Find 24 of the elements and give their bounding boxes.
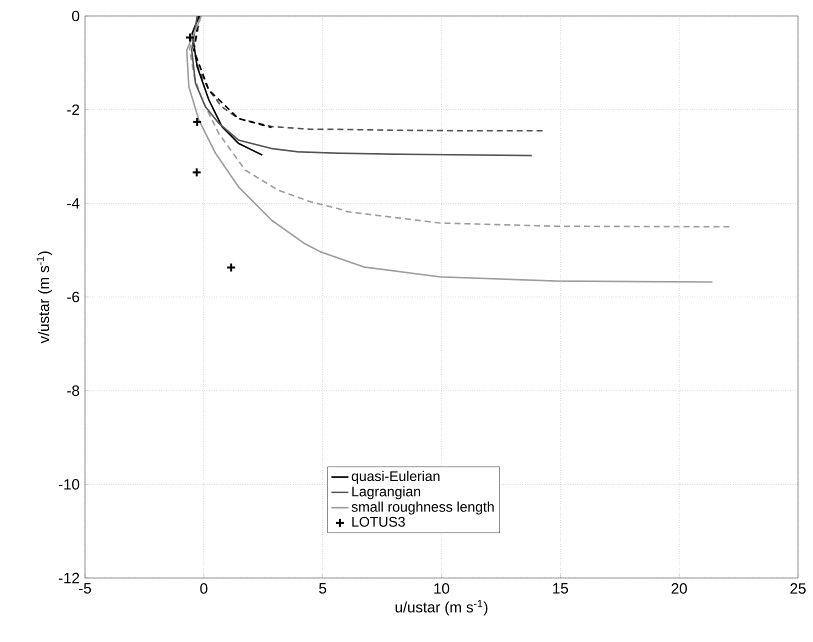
y-tick-label: -8 bbox=[67, 385, 80, 396]
legend-label: Lagrangian bbox=[352, 486, 420, 500]
y-tick-label: -6 bbox=[67, 292, 80, 302]
x-tick-label: 10 bbox=[434, 583, 450, 594]
x-tick-label: 25 bbox=[790, 583, 806, 594]
point bbox=[192, 167, 202, 178]
legend-label: quasi-Eulerian bbox=[352, 470, 440, 484]
x-tick-label: -5 bbox=[79, 583, 92, 594]
y-tick-label: 0 bbox=[72, 10, 80, 22]
y-tick-label: -10 bbox=[58, 479, 80, 490]
y-tick-label: -4 bbox=[67, 198, 80, 208]
x-axis-title: u/ustar (m s$^{-1}$) bbox=[396, 600, 488, 616]
x-tick-label: 0 bbox=[200, 583, 208, 594]
point bbox=[185, 32, 196, 43]
x-tick-label: 5 bbox=[319, 583, 326, 594]
y-tick-label: -12 bbox=[58, 572, 80, 584]
x-tick-label: 15 bbox=[553, 583, 568, 594]
x-tick-label: 20 bbox=[672, 583, 687, 594]
y-tick-label: -2 bbox=[67, 104, 80, 115]
legend-label: small roughness length bbox=[352, 502, 494, 515]
point bbox=[226, 262, 236, 272]
point bbox=[192, 116, 202, 127]
y-axis-title: v/ustar (m s$^{-1}$) bbox=[36, 252, 52, 344]
legend-label: LOTUS3 bbox=[352, 516, 405, 527]
